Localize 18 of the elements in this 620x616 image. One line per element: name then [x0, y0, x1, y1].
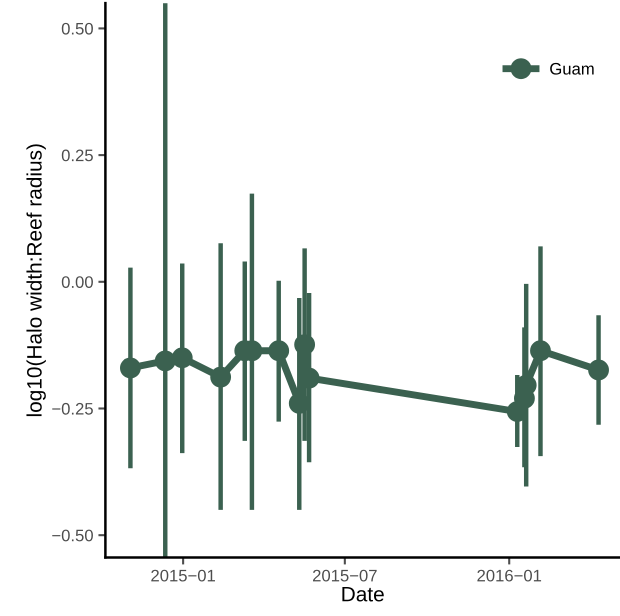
y-tick-label: −0.25 [52, 402, 93, 415]
point [120, 358, 141, 378]
point [268, 340, 290, 362]
x-axis-title: Date [342, 586, 384, 602]
y-tick-label: 0.25 [62, 150, 93, 162]
x-tick-label: 2015−07 [313, 570, 377, 582]
point [172, 347, 193, 368]
y-axis-title: log10(Halo width:Reef radius) [26, 144, 46, 416]
point [210, 366, 232, 388]
x-tick-label: 2015−01 [151, 570, 215, 582]
point [530, 340, 551, 362]
point [154, 350, 176, 372]
y-tick-label: −0.50 [52, 530, 93, 542]
point [588, 360, 609, 380]
y-tick-label: 0.00 [62, 276, 93, 288]
legend-label: Guam [550, 62, 594, 75]
x-tick-label: 2016−01 [477, 570, 542, 582]
y-tick-label: 0.50 [62, 22, 93, 35]
